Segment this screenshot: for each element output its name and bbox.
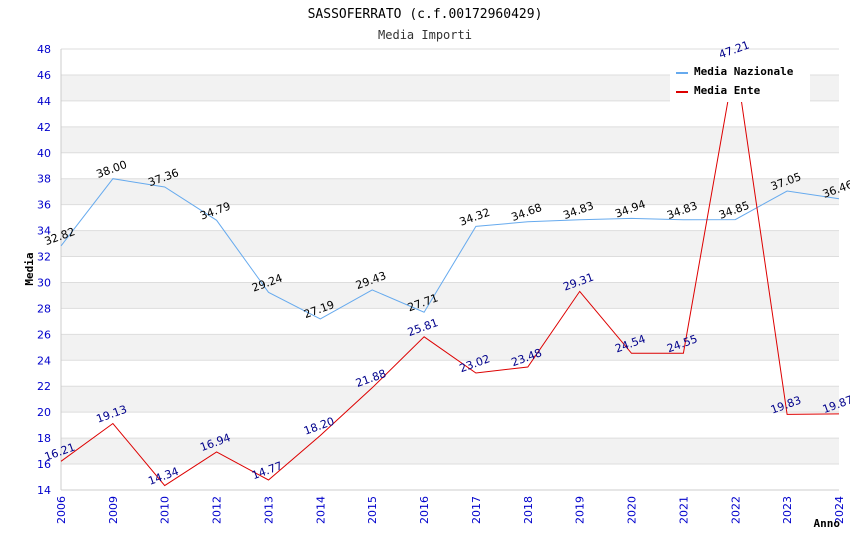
y-axis-title: Media bbox=[23, 252, 36, 285]
x-tick-label: 2023 bbox=[781, 496, 794, 524]
x-tick-label: 2021 bbox=[677, 496, 690, 524]
y-tick-label: 48 bbox=[37, 43, 51, 56]
grid-band bbox=[61, 230, 839, 257]
y-tick-label: 42 bbox=[37, 121, 51, 134]
grid-band bbox=[61, 152, 839, 179]
grid-band bbox=[61, 308, 839, 335]
series-line-media-ente bbox=[60, 59, 840, 487]
y-tick-label: 40 bbox=[37, 147, 51, 160]
y-tick-label: 30 bbox=[37, 276, 51, 289]
x-tick-label: 2014 bbox=[314, 496, 327, 524]
x-tick-label: 2013 bbox=[262, 496, 275, 524]
y-tick-label: 28 bbox=[37, 302, 51, 315]
series-line-media-nazionale bbox=[60, 178, 840, 320]
x-tick-label: 2024 bbox=[833, 496, 846, 524]
y-tick-label: 36 bbox=[37, 199, 51, 212]
legend-label: Media Ente bbox=[694, 84, 761, 97]
grid-band bbox=[61, 282, 839, 309]
x-tick-label: 2009 bbox=[107, 496, 120, 524]
y-tick-label: 32 bbox=[37, 251, 51, 264]
chart-title: SASSOFERRATO (c.f.00172960429) bbox=[308, 7, 543, 22]
y-tick-label: 44 bbox=[37, 95, 51, 108]
y-tick-label: 46 bbox=[37, 69, 51, 82]
y-tick-label: 38 bbox=[37, 173, 51, 186]
x-tick-label: 2015 bbox=[366, 496, 379, 524]
y-tick-label: 14 bbox=[37, 484, 51, 497]
x-axis-ticks: 2006 2009 2010 2012 2013 2014 2015 2016 2017 2018… bbox=[55, 496, 846, 524]
x-tick-label: 2010 bbox=[159, 496, 172, 524]
grid-band bbox=[61, 438, 839, 465]
y-tick-label: 26 bbox=[37, 328, 51, 341]
y-tick-label: 34 bbox=[37, 225, 51, 238]
legend-label: Media Nazionale bbox=[694, 65, 794, 78]
grid-band bbox=[61, 126, 839, 153]
legend: Media Nazionale Media Ente bbox=[670, 58, 810, 102]
y-axis-ticks: 14 16 18 20 22 24 26 28 30 32 34 36 38 40 42 44 46 48 bbox=[37, 43, 51, 497]
grid-band bbox=[61, 334, 839, 361]
grid-band bbox=[61, 386, 839, 413]
x-tick-label: 2012 bbox=[211, 496, 224, 524]
x-axis-title: Anno bbox=[814, 517, 841, 530]
grid-band bbox=[61, 360, 839, 387]
grid-band bbox=[61, 412, 839, 439]
chart-subtitle: Media Importi bbox=[378, 28, 472, 42]
grid-bands bbox=[60, 48, 839, 491]
y-tick-label: 16 bbox=[37, 458, 51, 471]
x-tick-label: 2016 bbox=[418, 496, 431, 524]
x-tick-label: 2018 bbox=[522, 496, 535, 524]
x-tick-label: 2006 bbox=[55, 496, 68, 524]
series-lines bbox=[60, 59, 840, 487]
legend-box bbox=[670, 58, 810, 102]
y-tick-label: 18 bbox=[37, 432, 51, 445]
grid-band bbox=[61, 178, 839, 205]
x-tick-label: 2020 bbox=[626, 496, 639, 524]
x-tick-label: 2017 bbox=[470, 496, 483, 524]
y-tick-label: 24 bbox=[37, 354, 51, 367]
x-tick-label: 2022 bbox=[729, 496, 742, 524]
y-tick-label: 22 bbox=[37, 380, 51, 393]
grid-band bbox=[61, 100, 839, 127]
x-tick-label: 2019 bbox=[574, 496, 587, 524]
y-tick-label: 20 bbox=[37, 406, 51, 419]
